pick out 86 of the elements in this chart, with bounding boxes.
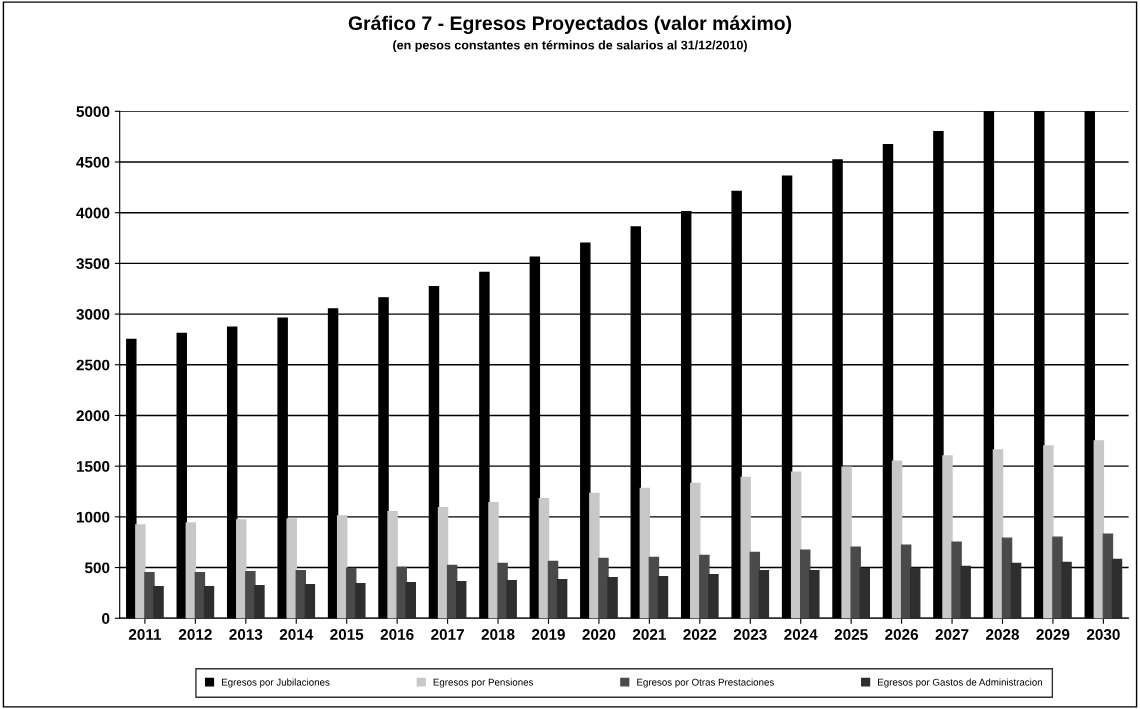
bar — [286, 518, 297, 619]
bar — [387, 511, 398, 619]
bar — [841, 466, 852, 619]
x-tick-label: 2021 — [632, 629, 666, 640]
bar — [355, 583, 366, 619]
x-tick-label: 2017 — [431, 629, 464, 640]
bar — [396, 566, 407, 619]
bar — [488, 501, 499, 619]
bar — [135, 524, 146, 619]
x-tick-label: 2024 — [784, 629, 818, 640]
bar — [758, 569, 770, 619]
bar — [153, 586, 164, 619]
bar — [236, 519, 247, 619]
bar — [245, 570, 256, 619]
x-tick-label: 2015 — [330, 629, 364, 640]
bar — [598, 557, 609, 619]
x-tick-label: 2014 — [279, 629, 314, 640]
legend-label: Egresos por Jubilaciones — [222, 678, 330, 688]
y-tick-label: 4000 — [76, 207, 110, 219]
x-tick-label: 2027 — [935, 629, 969, 640]
bar — [790, 471, 802, 619]
x-tick-label: 2028 — [986, 629, 1020, 640]
legend-label: Egresos por Pensiones — [433, 678, 534, 688]
bar — [960, 565, 971, 619]
x-tick-label: 2029 — [1036, 629, 1070, 640]
x-tick-label: 2013 — [229, 629, 263, 640]
bar — [437, 507, 449, 619]
bar — [850, 546, 861, 619]
x-tick-label: 2025 — [834, 629, 868, 640]
y-tick-label: 2000 — [76, 410, 110, 422]
bar — [740, 476, 751, 619]
y-tick-label: 500 — [84, 562, 110, 574]
bar — [699, 554, 710, 619]
bar — [144, 571, 155, 619]
x-tick-label: 2018 — [481, 629, 515, 640]
bar — [304, 584, 316, 619]
bar — [942, 455, 953, 619]
chart-title: Gráfico 7 - Egresos Proyectados (valor máximo) — [348, 15, 792, 35]
bar — [992, 449, 1004, 619]
y-tick-label: 0 — [102, 613, 110, 624]
bar — [1043, 445, 1054, 619]
bar — [1052, 536, 1063, 619]
x-tick-label: 2020 — [582, 629, 616, 640]
y-tick-label: 1000 — [76, 511, 110, 523]
bar — [405, 582, 417, 619]
x-tick-label: 2019 — [532, 629, 565, 640]
bar — [506, 580, 517, 619]
legend-label: Egresos por Gastos de Administracion — [878, 678, 1043, 688]
bar — [639, 487, 651, 619]
bar — [538, 497, 550, 619]
x-tick-label: 2011 — [128, 629, 162, 640]
bar — [809, 569, 820, 619]
bar — [859, 567, 871, 619]
y-tick-label: 1500 — [76, 461, 110, 472]
bar — [1010, 562, 1022, 619]
y-tick-label: 2500 — [76, 359, 110, 371]
x-tick-label: 2023 — [733, 629, 767, 640]
bar — [891, 460, 903, 619]
bar — [185, 522, 197, 619]
y-tick-label: 5000 — [76, 106, 110, 117]
bar — [909, 567, 921, 619]
x-tick-label: 2016 — [380, 629, 414, 640]
x-tick-label: 2030 — [1086, 629, 1120, 640]
bar — [556, 579, 568, 619]
bar — [336, 515, 348, 619]
x-tick-label: 2026 — [885, 629, 919, 640]
x-tick-label: 2022 — [683, 629, 717, 640]
bar — [497, 562, 508, 619]
bar — [1061, 561, 1072, 619]
legend-label: Egresos por Otras Prestaciones — [637, 678, 774, 688]
bar — [657, 575, 669, 619]
x-tick-label: 2012 — [178, 629, 212, 640]
bar — [1093, 440, 1105, 619]
y-tick-label: 4500 — [76, 156, 110, 168]
bar — [690, 482, 701, 619]
bar — [455, 581, 467, 619]
bar — [254, 585, 265, 619]
y-tick-label: 3500 — [76, 258, 110, 270]
bar — [607, 576, 618, 619]
bar — [1111, 558, 1123, 619]
bar — [708, 573, 719, 619]
bar — [951, 541, 962, 619]
y-tick-label: 3000 — [76, 308, 110, 320]
bar — [203, 586, 215, 619]
chart-subtitle: (en pesos constantes en términos de salarios al 31/12/2010) — [393, 40, 747, 52]
bar — [589, 492, 600, 619]
